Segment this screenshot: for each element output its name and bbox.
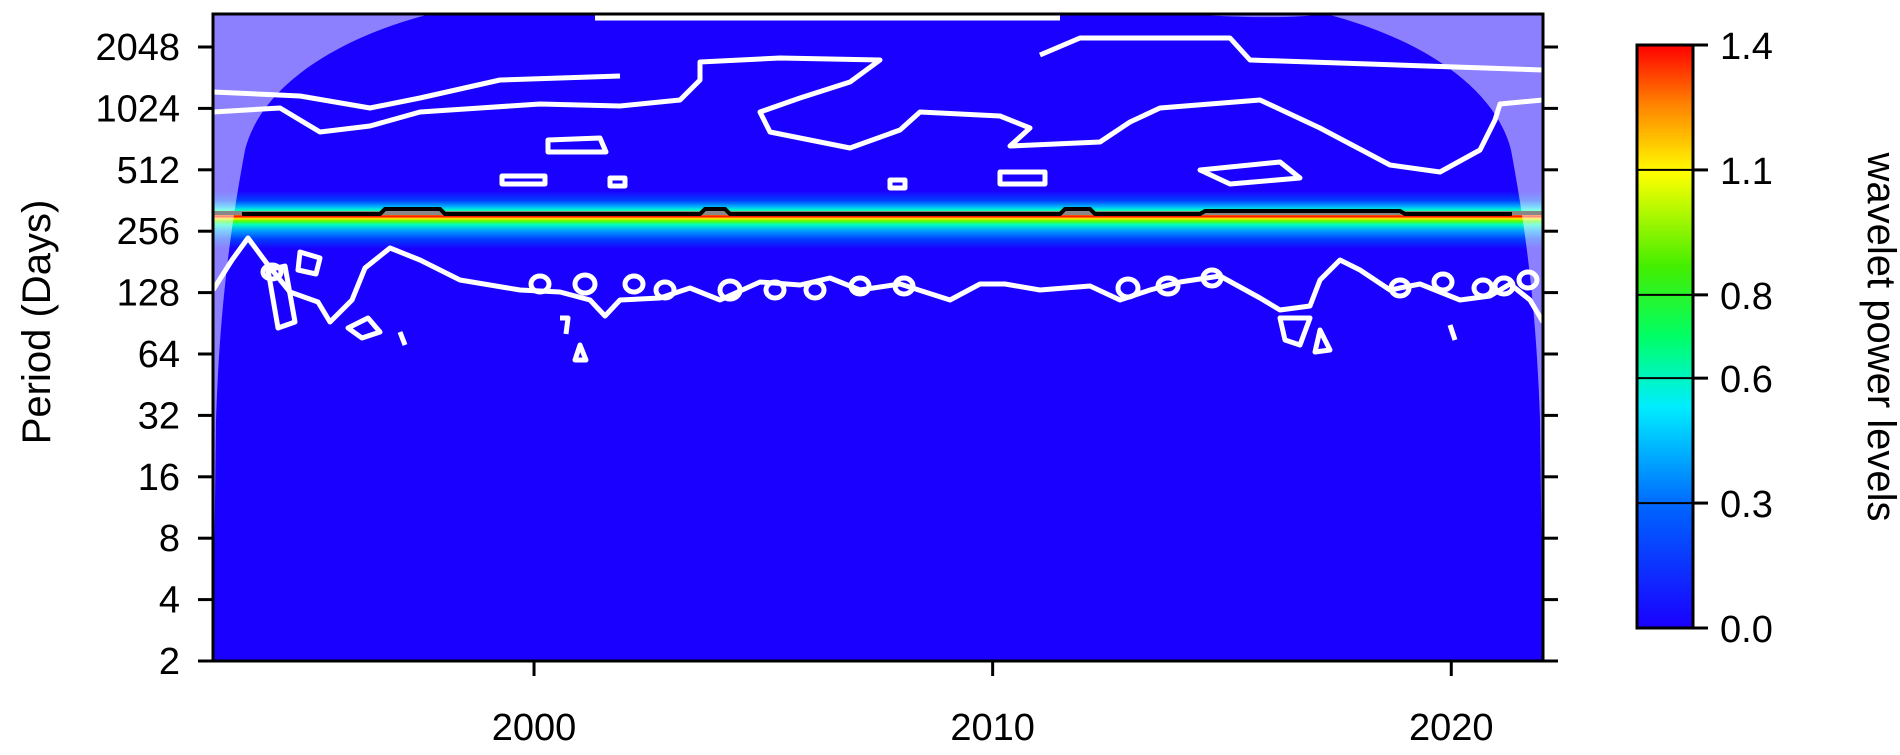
power-background: [213, 14, 1543, 661]
y-tick-label: 512: [117, 150, 180, 192]
x-axis: 2000 2010 2020: [492, 661, 1494, 749]
y-tick-label: 16: [138, 457, 180, 499]
y-tick-label: 64: [138, 334, 180, 376]
colorbar-tick-label: 0.6: [1720, 359, 1773, 401]
x-tick-label: 2000: [492, 707, 577, 749]
significance-contours: [213, 15, 1543, 363]
y-tick-label: 8: [159, 518, 180, 560]
y-tick-label: 1024: [95, 88, 180, 130]
colorbar-title: wavelet power levels: [1859, 151, 1900, 521]
y-tick-label: 2: [159, 641, 180, 683]
colorbar: 0.0 0.3 0.6 0.8 1.1 1.4 wavelet power levels: [1635, 26, 1900, 651]
y-axis: 2 4 8 16 32 64 128 256 512 1024 2048: [95, 27, 1558, 683]
x-tick-label: 2010: [950, 707, 1035, 749]
colorbar-ticks: 0.0 0.3 0.6 0.8 1.1 1.4: [1637, 26, 1773, 651]
colorbar-tick-label: 0.8: [1720, 276, 1773, 318]
colorbar-tick-label: 1.4: [1720, 26, 1773, 68]
x-tick-label: 2020: [1409, 707, 1494, 749]
colorbar-tick-label: 0.3: [1720, 484, 1773, 526]
y-tick-label: 4: [159, 580, 180, 622]
y-tick-label: 2048: [95, 27, 180, 69]
power-ridge-line: [242, 207, 1512, 216]
significance-contour-rings: [260, 262, 1540, 302]
plot-frame: [211, 12, 1545, 663]
plot-area: [213, 14, 1543, 661]
y-axis-title: Period (Days): [15, 200, 59, 445]
colorbar-gradient: [1635, 43, 1695, 630]
colorbar-tick-label: 0.0: [1720, 609, 1773, 651]
y-tick-label: 256: [117, 211, 180, 253]
y-tick-label: 128: [117, 273, 180, 315]
colorbar-tick-label: 1.1: [1720, 151, 1773, 193]
y-tick-label: 32: [138, 395, 180, 437]
